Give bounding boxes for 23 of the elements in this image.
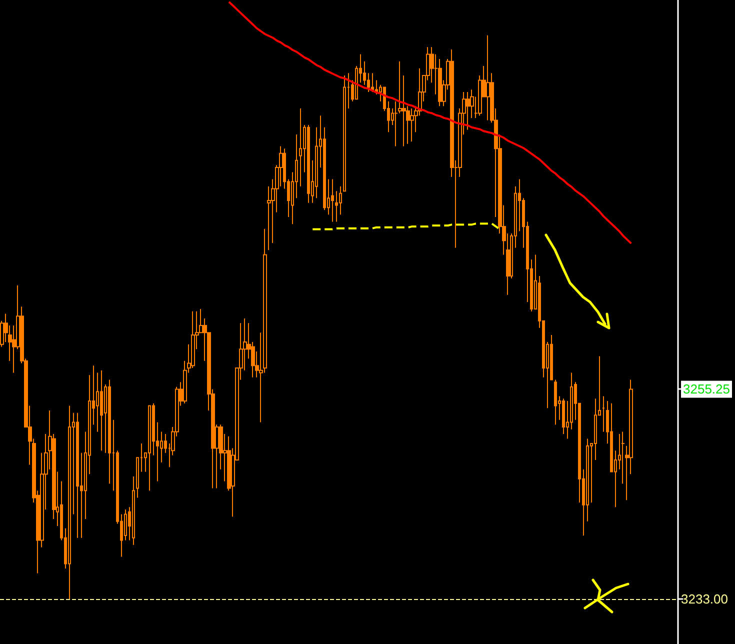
candlestick (307, 124, 310, 204)
candlestick (68, 405, 71, 600)
candlestick (438, 58, 442, 107)
y-tick-label: 3233.00 (681, 592, 728, 607)
candlestick (132, 476, 135, 546)
candlestick (100, 370, 103, 452)
candlestick (343, 74, 346, 192)
candlestick (562, 398, 565, 435)
candlestick (331, 178, 334, 222)
candlestick (410, 108, 414, 142)
y-tick-label: 3255.25 (683, 382, 730, 397)
candlestick (554, 379, 557, 426)
candlestick (191, 310, 195, 368)
candlestick (486, 34, 490, 121)
candlestick (335, 190, 338, 222)
candlestick (76, 412, 79, 538)
candlestick (299, 108, 302, 187)
candlestick (148, 405, 151, 492)
candlestick (466, 92, 470, 130)
candlestick (371, 72, 374, 92)
candlestick (621, 431, 625, 484)
candlestick (602, 396, 605, 432)
line-series (228, 0, 632, 244)
